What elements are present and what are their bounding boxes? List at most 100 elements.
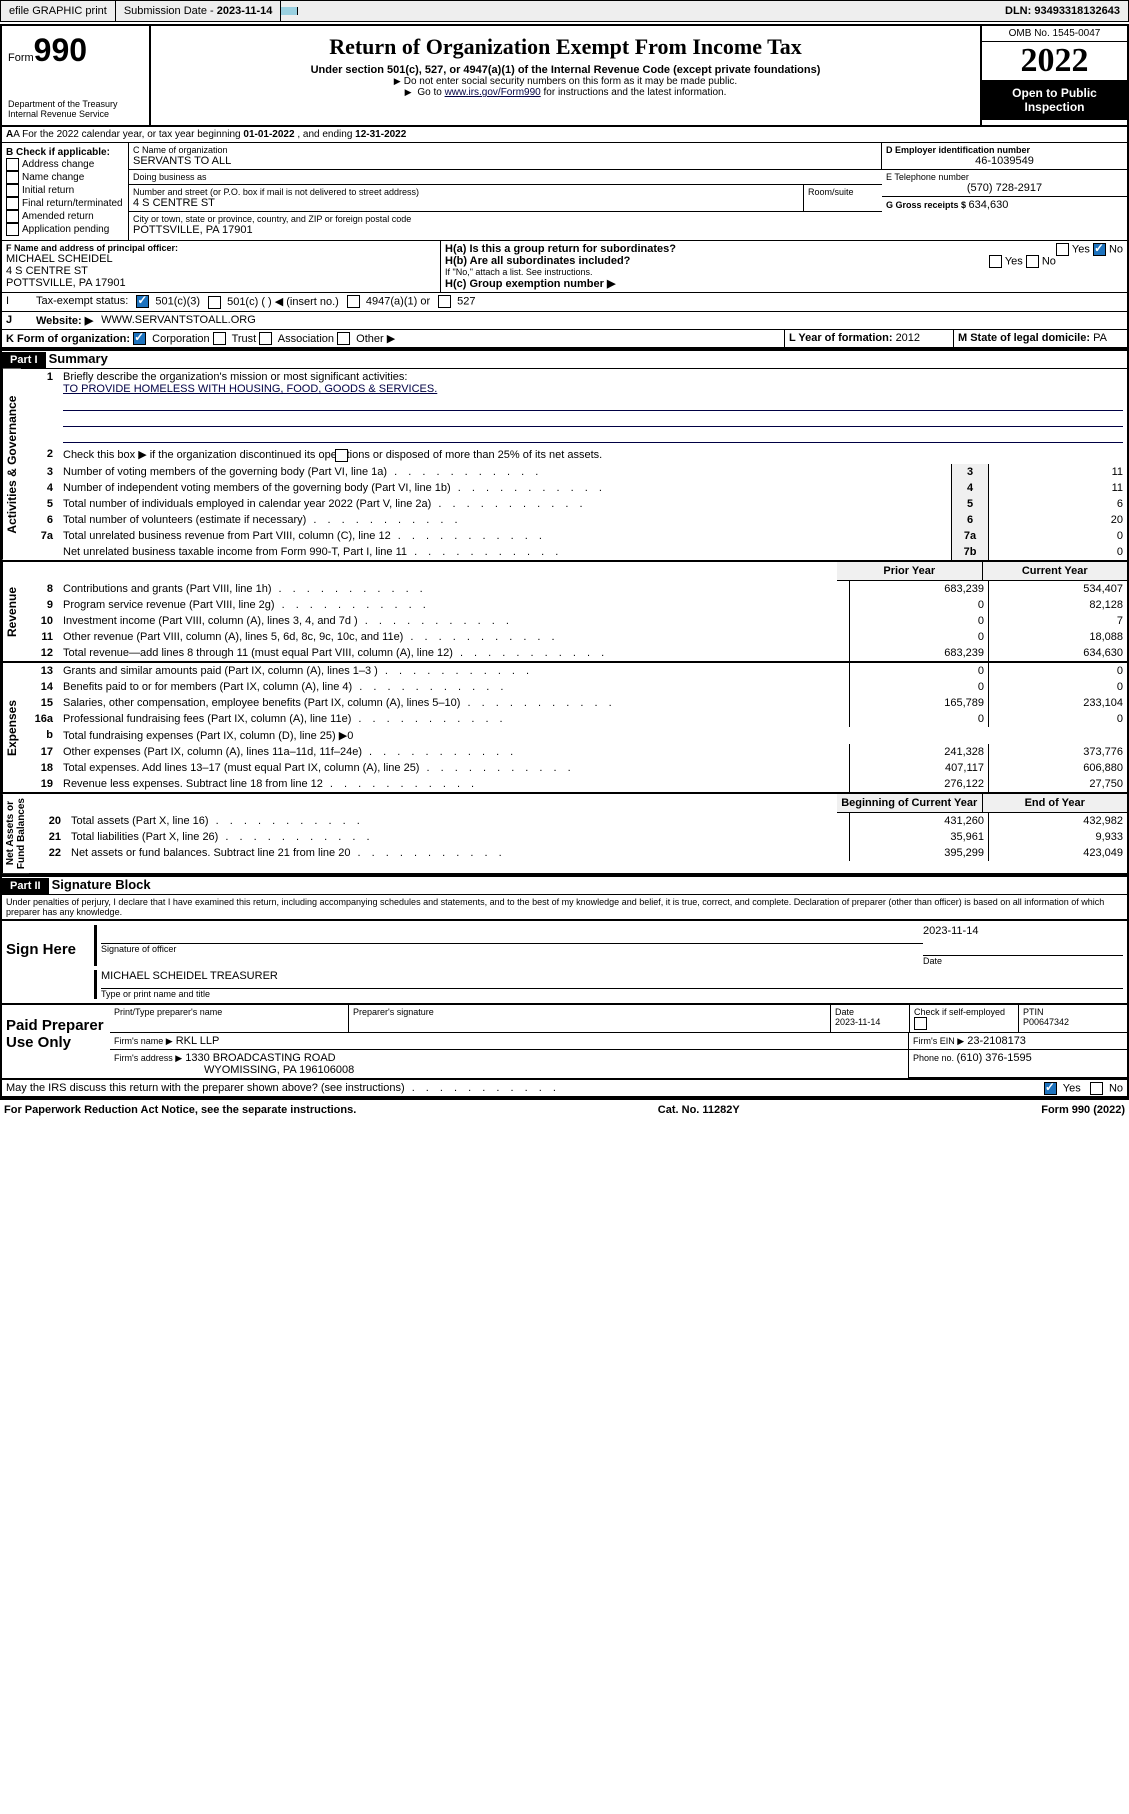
paid-preparer-label: Paid Preparer Use Only <box>2 1005 110 1078</box>
4947-checkbox[interactable] <box>347 295 360 308</box>
discontinued-checkbox[interactable] <box>335 449 348 462</box>
current-value: 0 <box>989 679 1128 695</box>
form-title: Return of Organization Exempt From Incom… <box>155 34 976 60</box>
officer-name-title: MICHAEL SCHEIDEL TREASURER <box>101 970 1123 989</box>
current-value: 423,049 <box>989 845 1128 861</box>
discuss-yes-checkbox[interactable] <box>1044 1082 1057 1095</box>
current-value: 0 <box>989 711 1128 727</box>
prior-value: 0 <box>850 711 989 727</box>
org-name: SERVANTS TO ALL <box>133 155 877 167</box>
prior-value: 0 <box>850 679 989 695</box>
gov-value: 20 <box>989 512 1128 528</box>
revenue-label: Revenue <box>2 562 21 661</box>
boxb-checkbox[interactable] <box>6 197 19 210</box>
city-state-zip: POTTSVILLE, PA 17901 <box>133 224 878 236</box>
instructions-link[interactable]: www.irs.gov/Form990 <box>445 87 541 98</box>
year-box: OMB No. 1545-0047 2022 Open to Public In… <box>980 26 1127 125</box>
prior-value: 683,239 <box>850 645 989 661</box>
preparer-date: 2023-11-14 <box>835 1017 880 1027</box>
form-number-box: Form990 Department of the Treasury Inter… <box>2 26 151 125</box>
officer-addr2: POTTSVILLE, PA 17901 <box>6 277 436 289</box>
prior-value: 431,260 <box>850 813 989 829</box>
paperwork-notice: For Paperwork Reduction Act Notice, see … <box>4 1104 356 1116</box>
gov-value: 0 <box>989 528 1128 544</box>
corp-checkbox[interactable] <box>133 332 146 345</box>
hb-yes-checkbox[interactable] <box>989 255 1002 268</box>
current-value: 82,128 <box>989 597 1128 613</box>
room-suite: Room/suite <box>804 185 882 211</box>
sign-here-label: Sign Here <box>2 921 90 1003</box>
expenses-label: Expenses <box>2 663 21 792</box>
self-employed-checkbox[interactable] <box>914 1017 927 1030</box>
line-a: AA For the 2022 calendar year, or tax ye… <box>2 127 1127 143</box>
prior-value: 35,961 <box>850 829 989 845</box>
box-f: F Name and address of principal officer:… <box>2 241 441 292</box>
omb-number: OMB No. 1545-0047 <box>982 26 1127 42</box>
gross-receipts: 634,630 <box>969 199 1009 211</box>
efile-label: efile GRAPHIC print <box>1 1 116 21</box>
prior-value: 241,328 <box>850 744 989 760</box>
officer-name: MICHAEL SCHEIDEL <box>6 253 436 265</box>
other-checkbox[interactable] <box>337 332 350 345</box>
ha-no-checkbox[interactable] <box>1093 243 1106 256</box>
current-value: 9,933 <box>989 829 1128 845</box>
501c3-checkbox[interactable] <box>136 295 149 308</box>
firm-ein: 23-2108173 <box>967 1035 1026 1047</box>
end-year-hdr: End of Year <box>982 794 1128 812</box>
prior-value: 0 <box>850 629 989 645</box>
hb-no-checkbox[interactable] <box>1026 255 1039 268</box>
line-j: J Website: ▶ WWW.SERVANTSTOALL.ORG <box>2 312 1127 330</box>
ssn-note: Do not enter social security numbers on … <box>155 76 976 87</box>
prior-value: 683,239 <box>850 581 989 597</box>
submission-date: Submission Date - 2023-11-14 <box>116 1 282 21</box>
boxb-checkbox[interactable] <box>6 171 19 184</box>
boxb-checkbox[interactable] <box>6 184 19 197</box>
current-value: 0 <box>989 663 1128 679</box>
sign-date: 2023-11-14 <box>923 925 1123 937</box>
prior-year-hdr: Prior Year <box>837 562 982 580</box>
open-public-badge: Open to Public Inspection <box>982 80 1127 120</box>
501c-checkbox[interactable] <box>208 296 221 309</box>
part-2-header: Part II Signature Block <box>2 875 1127 895</box>
activities-governance-label: Activities & Governance <box>2 369 21 560</box>
line-k-l-m: K Form of organization: Corporation Trus… <box>2 330 1127 350</box>
ha-yes-checkbox[interactable] <box>1056 243 1069 256</box>
discuss-no-checkbox[interactable] <box>1090 1082 1103 1095</box>
form-subtitle: Under section 501(c), 527, or 4947(a)(1)… <box>155 64 976 76</box>
firm-phone: (610) 376-1595 <box>957 1052 1032 1064</box>
prior-value: 0 <box>850 663 989 679</box>
current-value: 606,880 <box>989 760 1128 776</box>
part-1-header: Part I Summary <box>2 349 1127 369</box>
box-c: C Name of organizationSERVANTS TO ALL Do… <box>129 143 882 240</box>
graphic-print-button[interactable] <box>281 7 298 15</box>
527-checkbox[interactable] <box>438 295 451 308</box>
boxb-checkbox[interactable] <box>6 210 19 223</box>
officer-addr1: 4 S CENTRE ST <box>6 265 436 277</box>
dept-treasury: Department of the Treasury <box>8 99 143 109</box>
gov-value: 6 <box>989 496 1128 512</box>
current-value: 233,104 <box>989 695 1128 711</box>
form-ref: Form 990 (2022) <box>1041 1104 1125 1116</box>
website: WWW.SERVANTSTOALL.ORG <box>97 312 260 329</box>
prior-value: 395,299 <box>850 845 989 861</box>
form-990: Form990 Department of the Treasury Inter… <box>0 24 1129 1100</box>
boxb-checkbox[interactable] <box>6 223 19 236</box>
trust-checkbox[interactable] <box>213 332 226 345</box>
telephone: (570) 728-2917 <box>886 182 1123 194</box>
begin-year-hdr: Beginning of Current Year <box>837 794 982 812</box>
firm-addr: 1330 BROADCASTING ROAD <box>185 1052 335 1064</box>
gov-value: 0 <box>989 544 1128 560</box>
officer-signature[interactable] <box>101 925 923 944</box>
dln: DLN: 93493318132643 <box>997 1 1128 21</box>
boxb-checkbox[interactable] <box>6 158 19 171</box>
prior-value: 165,789 <box>850 695 989 711</box>
line-i: I Tax-exempt status: 501(c)(3) 501(c) ( … <box>2 293 1127 312</box>
cat-no: Cat. No. 11282Y <box>658 1104 740 1116</box>
assoc-checkbox[interactable] <box>259 332 272 345</box>
current-value: 27,750 <box>989 776 1128 792</box>
instructions-link-line: Go to www.irs.gov/Form990 for instructio… <box>155 87 976 98</box>
box-b: B Check if applicable: Address changeNam… <box>2 143 129 240</box>
current-value: 432,982 <box>989 813 1128 829</box>
ein: 46-1039549 <box>886 155 1123 167</box>
page-footer: For Paperwork Reduction Act Notice, see … <box>0 1100 1129 1120</box>
